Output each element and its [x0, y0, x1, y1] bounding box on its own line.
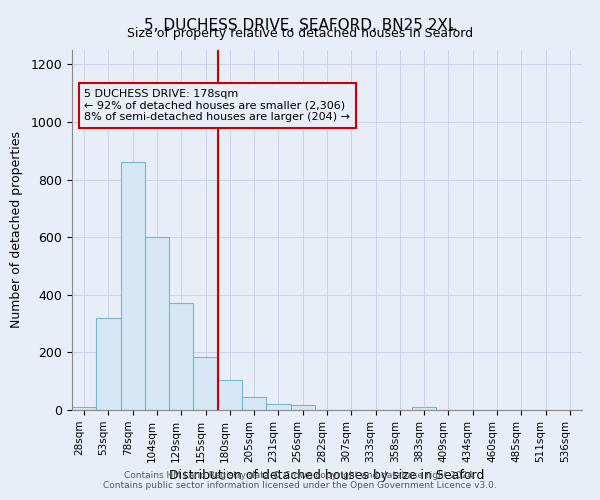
- Bar: [218, 380, 242, 410]
- Text: Size of property relative to detached houses in Seaford: Size of property relative to detached ho…: [127, 28, 473, 40]
- Y-axis label: Number of detached properties: Number of detached properties: [10, 132, 23, 328]
- Bar: [121, 162, 145, 410]
- Bar: [193, 356, 218, 410]
- Text: Contains HM Land Registry data © Crown copyright and database right 2024.: Contains HM Land Registry data © Crown c…: [124, 470, 476, 480]
- Bar: [290, 405, 315, 410]
- Bar: [412, 407, 436, 410]
- Text: 5 DUCHESS DRIVE: 178sqm
← 92% of detached houses are smaller (2,306)
8% of semi-: 5 DUCHESS DRIVE: 178sqm ← 92% of detache…: [84, 89, 350, 122]
- Bar: [242, 397, 266, 410]
- Text: Contains public sector information licensed under the Open Government Licence v3: Contains public sector information licen…: [103, 480, 497, 490]
- X-axis label: Distribution of detached houses by size in Seaford: Distribution of detached houses by size …: [169, 469, 485, 482]
- Bar: [145, 237, 169, 410]
- Bar: [72, 407, 96, 410]
- Bar: [96, 318, 121, 410]
- Text: 5, DUCHESS DRIVE, SEAFORD, BN25 2XL: 5, DUCHESS DRIVE, SEAFORD, BN25 2XL: [144, 18, 456, 32]
- Bar: [266, 404, 290, 410]
- Bar: [169, 304, 193, 410]
